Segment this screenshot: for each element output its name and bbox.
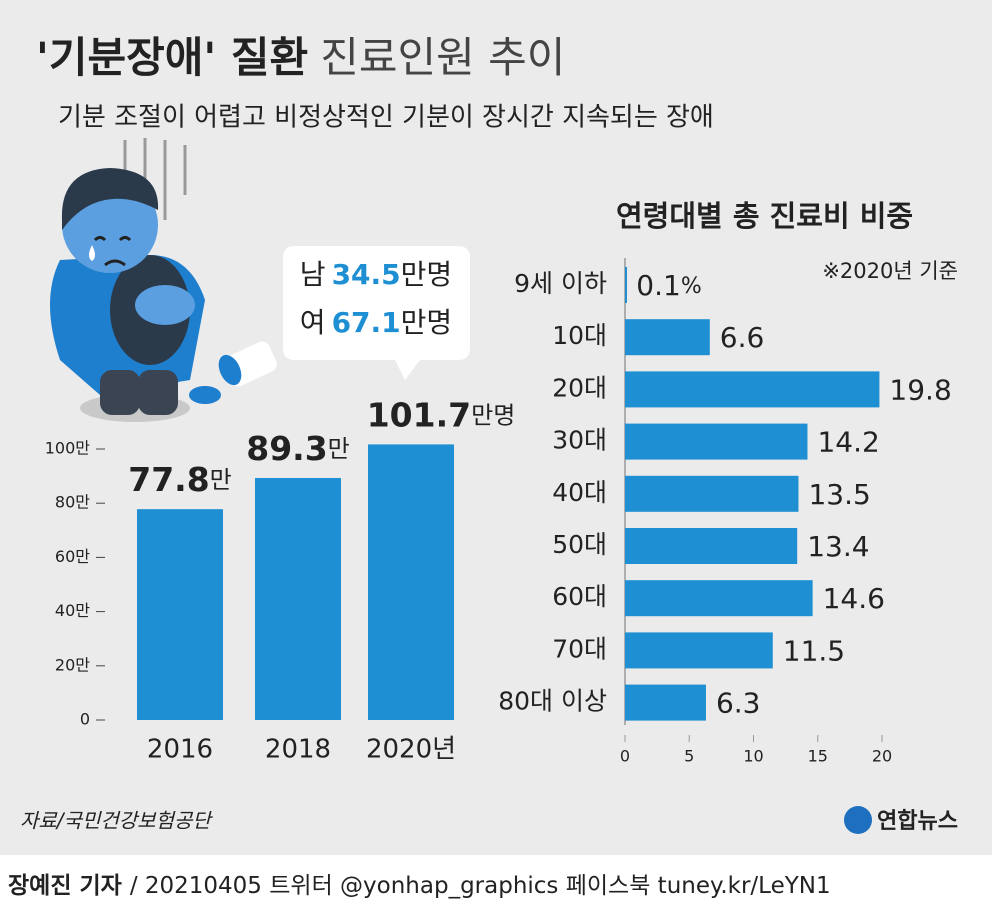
y-tick-label: 40대 bbox=[552, 478, 607, 507]
annotation-label: 남 bbox=[300, 258, 326, 291]
value-unit: 만 bbox=[210, 466, 232, 494]
value-unit: 만 bbox=[328, 435, 350, 463]
x-tick-label: 20 bbox=[872, 747, 892, 766]
annotation-value: 34.5 bbox=[332, 258, 401, 291]
bar bbox=[625, 371, 880, 408]
x-tick-label: 10 bbox=[743, 747, 763, 766]
chart-title: 연령대별 총 진료비 비중 bbox=[616, 199, 913, 233]
value-label: 11.5 bbox=[783, 634, 845, 667]
bar bbox=[625, 632, 773, 669]
title-light: 진료인원 추이 bbox=[320, 33, 565, 82]
x-tick-label: 2018 bbox=[265, 735, 331, 765]
y-tick-label: 30대 bbox=[552, 426, 607, 455]
footer-background bbox=[0, 855, 992, 910]
value-number: 0.1 bbox=[636, 269, 681, 302]
annotation-label: 여 bbox=[300, 306, 326, 339]
callout bbox=[283, 246, 470, 380]
bar bbox=[625, 528, 798, 564]
value-label: 6.3 bbox=[716, 687, 761, 720]
y-tick-label: 80대 이상 bbox=[498, 687, 607, 716]
bar bbox=[625, 475, 799, 512]
value-label: 77.8만 bbox=[128, 460, 232, 499]
value-label: 14.2 bbox=[817, 426, 879, 459]
value-unit: 만명 bbox=[471, 401, 515, 429]
value-label: 13.4 bbox=[807, 530, 869, 563]
x-tick-label: 2016 bbox=[147, 735, 213, 765]
bar bbox=[255, 477, 341, 720]
illustration bbox=[50, 138, 277, 422]
source: 자료/국민건강보험공단 bbox=[20, 809, 213, 833]
y-tick-label: 50대 bbox=[552, 530, 607, 559]
bar bbox=[625, 267, 627, 303]
y-tick-label: 10대 bbox=[552, 321, 607, 350]
bar bbox=[625, 580, 813, 617]
y-tick-label: 80만 bbox=[55, 493, 90, 512]
footer-author: 장예진 기자 bbox=[8, 873, 122, 899]
x-tick-label: 2020년 bbox=[366, 735, 456, 765]
bar bbox=[625, 319, 710, 356]
title-bold: '기분장애' 질환 bbox=[36, 33, 308, 82]
annotation: 여 67.1만명 bbox=[300, 306, 452, 339]
value-number: 77.8 bbox=[128, 460, 209, 499]
footer-info: / 20210405 트위터 @yonhap_graphics 페이스북 tun… bbox=[130, 873, 831, 899]
y-tick-label: 9세 이하 bbox=[514, 269, 607, 298]
value-label: 6.6 bbox=[720, 321, 765, 354]
value-number: 101.7 bbox=[367, 395, 471, 434]
bar bbox=[625, 423, 808, 460]
chart-note: ※2020년 기준 bbox=[822, 259, 958, 283]
annotation-unit: 만명 bbox=[401, 258, 453, 291]
bar bbox=[368, 444, 454, 720]
x-tick-label: 0 bbox=[620, 747, 630, 766]
x-tick-label: 15 bbox=[808, 747, 828, 766]
y-tick-label: 0 bbox=[80, 710, 90, 729]
value-label: 19.8 bbox=[889, 373, 951, 406]
title: '기분장애' 질환 진료인원 추이 bbox=[36, 33, 565, 82]
value-unit: % bbox=[681, 274, 702, 299]
y-tick-label: 100만 bbox=[45, 439, 91, 458]
annotation: 남 34.5만명 bbox=[300, 258, 452, 291]
bar bbox=[137, 509, 223, 720]
x-tick-label: 5 bbox=[684, 747, 694, 766]
logo-icon bbox=[844, 806, 872, 834]
footer: 장예진 기자 / 20210405 트위터 @yonhap_graphics 페이… bbox=[8, 873, 831, 899]
y-tick-label: 20만 bbox=[55, 655, 90, 674]
bar bbox=[625, 684, 706, 721]
annotation-value: 67.1 bbox=[332, 306, 401, 339]
y-tick-label: 60대 bbox=[552, 582, 607, 611]
y-tick-label: 70대 bbox=[552, 634, 607, 663]
value-number: 89.3 bbox=[246, 428, 327, 467]
y-tick-label: 60만 bbox=[55, 547, 90, 566]
annotation-unit: 만명 bbox=[401, 306, 453, 339]
value-label: 13.5 bbox=[808, 478, 870, 511]
logo: 연합뉴스 bbox=[877, 808, 958, 834]
y-tick-label: 20대 bbox=[552, 373, 607, 402]
value-label: 14.6 bbox=[823, 582, 885, 615]
subtitle: 기분 조절이 어렵고 비정상적인 기분이 장시간 지속되는 장애 bbox=[58, 103, 714, 133]
value-label: 0.1% bbox=[636, 269, 701, 302]
value-label: 89.3만 bbox=[246, 428, 350, 467]
value-label: 101.7만명 bbox=[367, 395, 516, 434]
y-tick-label: 40만 bbox=[55, 601, 90, 620]
